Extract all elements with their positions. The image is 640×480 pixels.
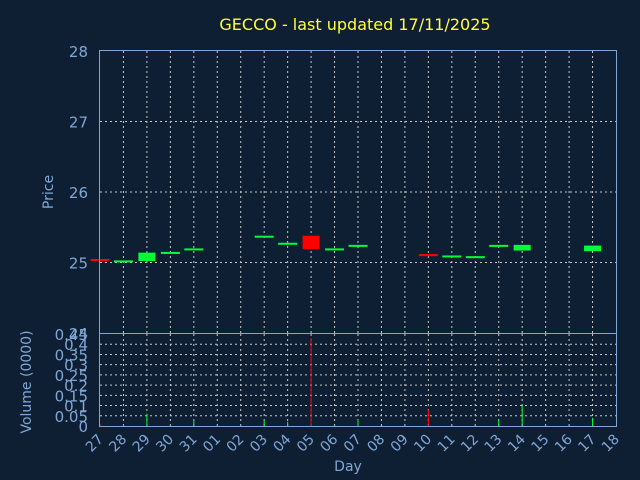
volume-panel: 00.050.10.150.20.250.30.350.40.45 Volume…	[19, 326, 617, 436]
volume-bar	[310, 338, 312, 426]
price-candle	[278, 242, 298, 245]
volume-bar	[169, 424, 171, 426]
volume-bars	[99, 338, 594, 426]
price-candle	[160, 251, 180, 254]
price-candle	[138, 252, 156, 262]
price-grid	[100, 51, 616, 333]
volume-bar	[122, 424, 124, 426]
volume-grid	[100, 334, 616, 426]
price-y-tick-label: 24	[69, 325, 88, 343]
volume-bar	[146, 413, 148, 426]
volume-bar	[521, 405, 523, 426]
volume-bar	[427, 409, 429, 426]
volume-bar	[592, 417, 594, 426]
price-candle	[489, 244, 509, 247]
volume-y-tick-label: 0.4	[64, 336, 88, 354]
volume-bar	[263, 419, 265, 426]
volume-y-tick-label: 0.25	[55, 367, 88, 385]
volume-bar	[193, 419, 195, 426]
volume-bar	[451, 424, 453, 426]
volume-y-tick-label: 0.3	[64, 357, 88, 375]
volume-y-tick-label: 0.45	[55, 326, 88, 344]
price-y-tick-label: 26	[69, 184, 88, 202]
price-axis-label: Price	[41, 175, 57, 209]
volume-axis-label: Volume (0000)	[19, 330, 35, 433]
x-axis-label: Day	[334, 459, 362, 475]
price-candle	[184, 248, 204, 251]
volume-y-tick-label: 0.05	[55, 408, 88, 426]
price-candle	[254, 235, 274, 238]
price-y-tick-label: 27	[69, 114, 88, 132]
price-candle	[325, 248, 345, 251]
volume-y-tick-label: 0.1	[64, 398, 88, 416]
price-y-tick-label: 25	[69, 255, 88, 273]
chart-title: GECCO - last updated 17/11/2025	[219, 15, 490, 34]
price-candle	[302, 235, 320, 250]
volume-y-ticks: 00.050.10.150.20.250.30.350.40.45	[55, 326, 88, 436]
price-candle	[113, 260, 133, 263]
volume-bar	[287, 421, 289, 426]
volume-bar	[334, 424, 336, 426]
price-y-ticks: 24 25 26 27 28	[69, 43, 88, 343]
price-y-tick-label: 28	[69, 43, 88, 61]
price-candle	[348, 244, 368, 247]
volume-frame	[99, 333, 617, 427]
volume-y-tick-label: 0.15	[55, 387, 88, 405]
price-candle	[513, 244, 531, 251]
volume-y-tick-label: 0.2	[64, 377, 88, 395]
volume-bar	[357, 419, 359, 426]
x-ticks: 27 28 29 30 31 01 02 03 04 05 06 07 08 09 10 11 12 13 14 15…	[83, 431, 623, 455]
price-panel: 24 25 26 27 28 Price	[41, 43, 617, 343]
price-candle	[465, 256, 485, 259]
price-candle	[442, 255, 462, 258]
price-candle	[584, 245, 602, 252]
volume-bar	[498, 419, 500, 426]
volume-bar	[474, 423, 476, 426]
volume-y-tick-label: 0	[78, 418, 88, 436]
price-candle	[418, 254, 438, 257]
volume-y-tick-label: 0.35	[55, 346, 88, 364]
